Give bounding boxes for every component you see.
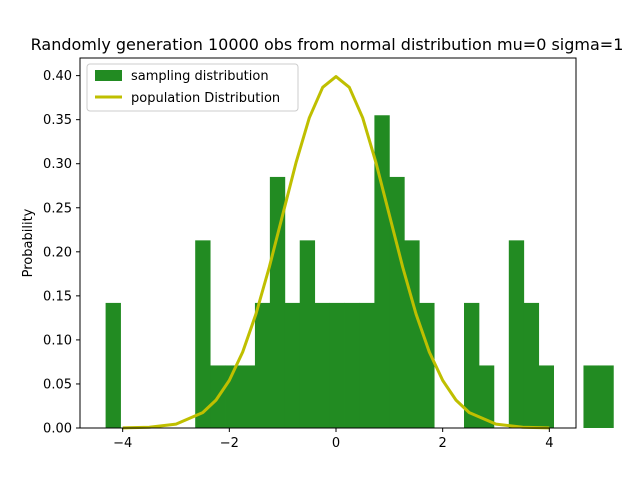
histogram-bars bbox=[105, 115, 614, 428]
x-tick-label: 0 bbox=[332, 436, 340, 451]
histogram-bar bbox=[254, 302, 271, 428]
population-curve-layer bbox=[122, 75, 550, 430]
histogram-bar bbox=[478, 365, 495, 428]
histogram-bar bbox=[240, 365, 256, 428]
legend-label-population: population Distribution bbox=[131, 91, 280, 106]
histogram-bar bbox=[538, 365, 554, 428]
population-curve bbox=[122, 75, 550, 430]
histogram-bar bbox=[419, 302, 435, 428]
y-tick-label: 0.05 bbox=[43, 377, 72, 392]
y-tick-label: 0.00 bbox=[43, 422, 72, 437]
histogram-bar bbox=[105, 302, 121, 428]
histogram-bar bbox=[284, 302, 301, 428]
plot-frame bbox=[79, 57, 577, 429]
histogram-bar bbox=[598, 365, 614, 428]
histogram-bar bbox=[508, 240, 525, 428]
histogram-bar bbox=[374, 115, 390, 428]
chart-title: Randomly generation 10000 obs from norma… bbox=[31, 35, 624, 54]
y-axis: 0.00 0.05 0.10 0.15 0.20 0.25 0.30 0.35 0.40 bbox=[43, 69, 80, 437]
y-tick-label: 0.10 bbox=[43, 333, 72, 348]
histogram-bar bbox=[344, 302, 360, 428]
legend-frame bbox=[86, 63, 299, 112]
x-tick-label: 2 bbox=[439, 436, 447, 451]
y-tick-label: 0.35 bbox=[43, 113, 72, 128]
histogram-bar bbox=[523, 302, 540, 428]
y-tick-label: 0.30 bbox=[43, 157, 72, 172]
histogram-bar bbox=[299, 240, 316, 428]
histogram-bar bbox=[269, 176, 286, 428]
legend-swatch-sampling bbox=[95, 70, 122, 81]
y-tick-label: 0.40 bbox=[43, 69, 72, 84]
legend: sampling distribution population Distrib… bbox=[86, 63, 299, 112]
x-tick-label: −2 bbox=[220, 436, 239, 451]
y-axis-label: Probability bbox=[21, 208, 36, 277]
histogram-bar bbox=[404, 240, 420, 428]
histogram-bar bbox=[314, 302, 330, 428]
x-tick-label: 4 bbox=[545, 436, 553, 451]
histogram-bar bbox=[359, 302, 375, 428]
histogram-bar bbox=[329, 302, 345, 428]
y-tick-label: 0.20 bbox=[43, 245, 72, 260]
histogram-bar bbox=[583, 365, 599, 428]
histogram-bar bbox=[464, 302, 480, 428]
histogram-bar bbox=[389, 176, 405, 428]
histogram-bar bbox=[195, 240, 211, 428]
y-tick-label: 0.25 bbox=[43, 201, 72, 216]
y-tick-label: 0.15 bbox=[43, 289, 72, 304]
legend-label-sampling: sampling distribution bbox=[131, 69, 269, 84]
x-tick-label: −4 bbox=[113, 436, 132, 451]
x-axis: −4 −2 0 2 4 bbox=[113, 428, 553, 451]
